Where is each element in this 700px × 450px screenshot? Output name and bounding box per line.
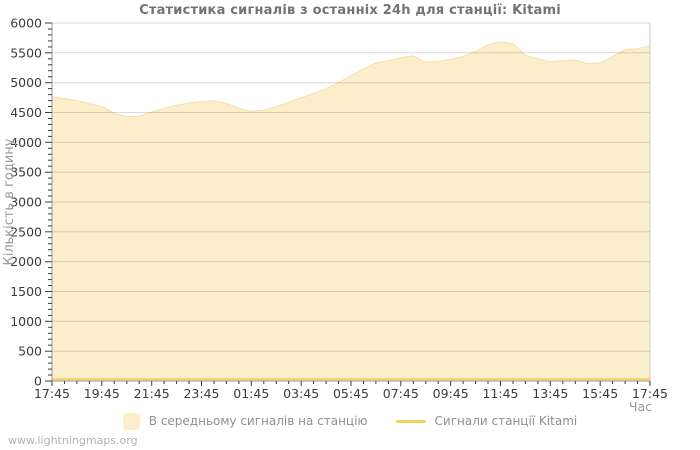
- legend-label-kitami: Сигнали станції Kitami: [434, 414, 578, 428]
- svg-text:2000: 2000: [10, 254, 42, 269]
- svg-text:01:45: 01:45: [233, 386, 269, 401]
- svg-text:23:45: 23:45: [183, 386, 219, 401]
- svg-text:1000: 1000: [10, 314, 42, 329]
- svg-text:13:45: 13:45: [532, 386, 568, 401]
- svg-text:11:45: 11:45: [482, 386, 518, 401]
- watermark: www.lightningmaps.org: [8, 434, 138, 447]
- svg-text:09:45: 09:45: [433, 386, 469, 401]
- svg-text:5500: 5500: [10, 45, 42, 60]
- svg-text:17:45: 17:45: [632, 386, 668, 401]
- svg-text:3000: 3000: [10, 195, 42, 210]
- legend-line-swatch-icon: [395, 419, 426, 423]
- svg-text:1500: 1500: [10, 284, 42, 299]
- svg-text:3500: 3500: [10, 165, 42, 180]
- chart-title: Статистика сигналів з останніх 24h для с…: [139, 3, 561, 18]
- svg-text:07:45: 07:45: [383, 386, 419, 401]
- svg-text:19:45: 19:45: [84, 386, 120, 401]
- svg-text:15:45: 15:45: [582, 386, 618, 401]
- svg-text:6000: 6000: [10, 16, 42, 31]
- svg-text:5000: 5000: [10, 75, 42, 90]
- legend: В середньому сигналів на станцію Сигнали…: [0, 410, 700, 432]
- y-axis-title: Кількість в годину: [2, 138, 17, 266]
- svg-text:2500: 2500: [10, 224, 42, 239]
- svg-text:500: 500: [18, 344, 42, 359]
- svg-text:4500: 4500: [10, 105, 42, 120]
- svg-text:4000: 4000: [10, 135, 42, 150]
- svg-text:21:45: 21:45: [134, 386, 170, 401]
- svg-text:Час: Час: [629, 399, 652, 412]
- chart-plot: 0 500 1000 1500 2000 2500 3000 3500 4000 4500 5000…: [10, 16, 668, 413]
- svg-text:03:45: 03:45: [283, 386, 319, 401]
- legend-label-average: В середньому сигналів на станцію: [148, 414, 368, 428]
- svg-text:0: 0: [34, 374, 42, 389]
- svg-text:05:45: 05:45: [333, 386, 369, 401]
- svg-text:17:45: 17:45: [34, 386, 70, 401]
- legend-area-swatch-icon: [122, 412, 140, 430]
